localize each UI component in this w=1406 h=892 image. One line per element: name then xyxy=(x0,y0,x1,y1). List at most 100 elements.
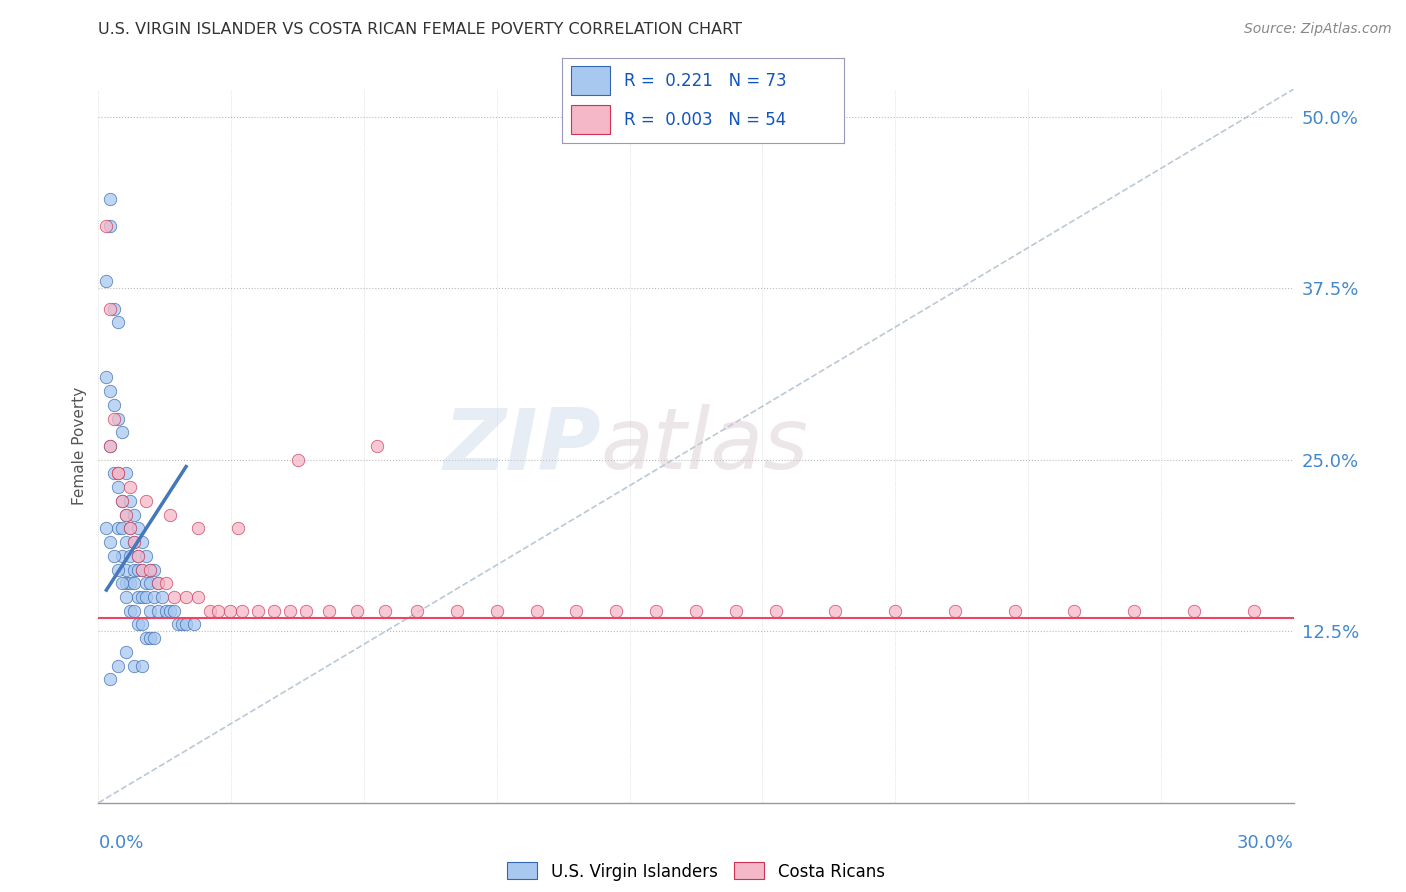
Point xyxy=(96,219,118,234)
Point xyxy=(124,562,146,576)
Point xyxy=(120,494,142,508)
Point xyxy=(107,658,129,673)
Point xyxy=(645,604,668,618)
Point xyxy=(724,604,747,618)
Y-axis label: Female Poverty: Female Poverty xyxy=(72,387,87,505)
Point xyxy=(115,562,138,576)
Point xyxy=(131,535,153,549)
Point xyxy=(100,535,122,549)
Point xyxy=(366,439,388,453)
Point xyxy=(174,617,197,632)
Point xyxy=(143,590,166,604)
Point xyxy=(148,576,170,591)
Bar xyxy=(571,67,610,95)
Point xyxy=(124,508,146,522)
Point xyxy=(103,398,125,412)
Point xyxy=(131,562,153,576)
Point xyxy=(107,480,129,494)
Point xyxy=(1004,604,1026,618)
Point xyxy=(107,467,129,481)
Point xyxy=(884,604,907,618)
Point xyxy=(219,604,242,618)
Point xyxy=(107,411,129,425)
Point xyxy=(187,521,209,535)
Point xyxy=(124,535,146,549)
Point xyxy=(287,452,309,467)
Point xyxy=(120,549,142,563)
Text: R =  0.003   N = 54: R = 0.003 N = 54 xyxy=(624,111,786,128)
Point xyxy=(139,604,162,618)
Point xyxy=(103,411,125,425)
Point xyxy=(135,631,157,645)
Point xyxy=(139,576,162,591)
Point xyxy=(103,467,125,481)
Point xyxy=(135,576,157,591)
Point xyxy=(1123,604,1146,618)
Point xyxy=(263,604,285,618)
Point xyxy=(148,576,170,591)
Point xyxy=(824,604,846,618)
Point xyxy=(115,508,138,522)
Text: 30.0%: 30.0% xyxy=(1237,834,1294,852)
Point xyxy=(155,604,177,618)
Point xyxy=(605,604,627,618)
Point xyxy=(226,521,249,535)
Point xyxy=(120,576,142,591)
Point xyxy=(198,604,221,618)
Point xyxy=(163,590,186,604)
Point xyxy=(1182,604,1205,618)
Point xyxy=(100,219,122,234)
Point xyxy=(1063,604,1085,618)
Point xyxy=(765,604,787,618)
Text: 0.0%: 0.0% xyxy=(98,834,143,852)
Point xyxy=(127,562,149,576)
Point xyxy=(143,631,166,645)
Point xyxy=(127,590,149,604)
Point xyxy=(163,604,186,618)
Point xyxy=(685,604,707,618)
Point xyxy=(96,521,118,535)
Point xyxy=(346,604,368,618)
Point xyxy=(131,562,153,576)
Point xyxy=(111,425,134,440)
Point xyxy=(124,535,146,549)
Point xyxy=(124,576,146,591)
Point xyxy=(111,494,134,508)
Point xyxy=(96,274,118,288)
Point xyxy=(127,521,149,535)
Bar xyxy=(571,105,610,134)
Point xyxy=(127,549,149,563)
Point xyxy=(115,590,138,604)
Point xyxy=(131,590,153,604)
Point xyxy=(148,604,170,618)
Point xyxy=(135,494,157,508)
Point xyxy=(187,590,209,604)
Point xyxy=(565,604,588,618)
Point xyxy=(120,521,142,535)
Point xyxy=(131,658,153,673)
Point xyxy=(100,439,122,453)
Point xyxy=(96,370,118,384)
Point xyxy=(131,617,153,632)
Point xyxy=(103,301,125,316)
Point xyxy=(127,549,149,563)
Point xyxy=(115,535,138,549)
Point xyxy=(318,604,340,618)
Point xyxy=(231,604,253,618)
Point xyxy=(406,604,429,618)
Point xyxy=(103,549,125,563)
Point xyxy=(107,521,129,535)
Point xyxy=(150,590,173,604)
Point xyxy=(115,467,138,481)
Point xyxy=(207,604,229,618)
Text: ZIP: ZIP xyxy=(443,404,600,488)
Point xyxy=(183,617,205,632)
Point xyxy=(124,658,146,673)
Point xyxy=(159,604,181,618)
Point xyxy=(172,617,194,632)
Point xyxy=(115,645,138,659)
Point xyxy=(120,480,142,494)
Text: atlas: atlas xyxy=(600,404,808,488)
Point xyxy=(135,590,157,604)
Point xyxy=(124,604,146,618)
